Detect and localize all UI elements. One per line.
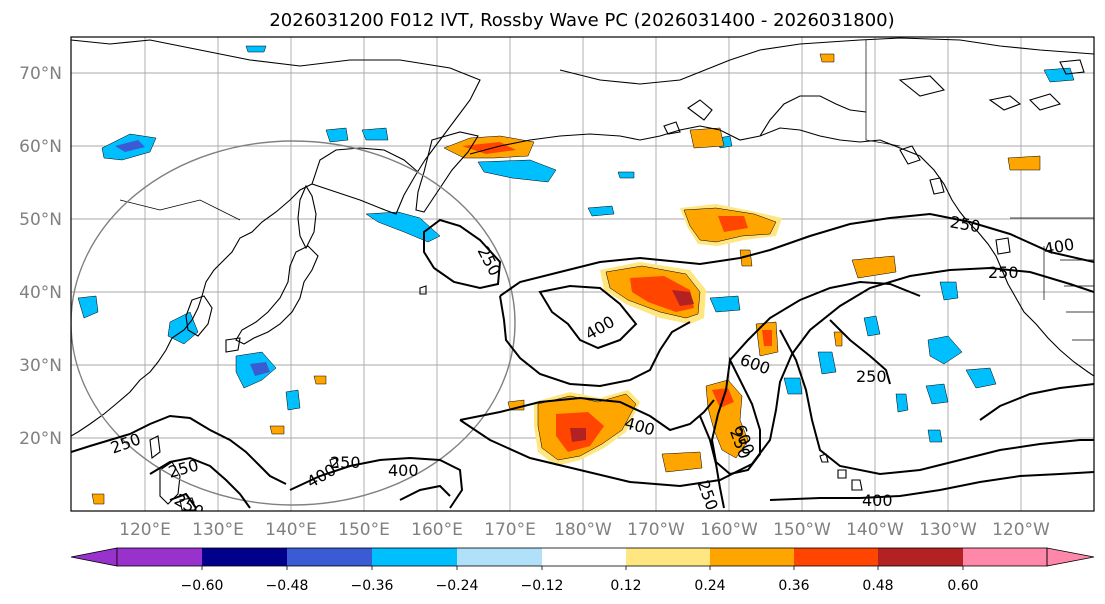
colorbar-tick-label: 0.12: [610, 578, 641, 594]
colorbar-lower-extend: [70, 547, 118, 567]
lon-label: 150°E: [338, 520, 390, 540]
lon-label: 170°E: [484, 520, 536, 540]
colorbar-segment: [626, 548, 710, 566]
contour-label: 250: [856, 367, 887, 386]
contour-label: 400: [862, 491, 893, 510]
lon-label: 160°E: [411, 520, 463, 540]
colorbar-segment: [457, 548, 542, 566]
contour-label-group: 250 400 600 250 250 400 250 250 400 250 …: [108, 212, 1076, 511]
lon-label: 120°W: [992, 520, 1050, 540]
latitude-labels: 70°N 60°N 50°N 40°N 30°N 20°N: [19, 64, 62, 449]
colorbar-segment: [542, 548, 626, 566]
contour-label: 250: [988, 263, 1019, 282]
lon-label: 150°W: [773, 520, 831, 540]
colorbar-tick-label: 0.24: [694, 578, 725, 594]
colorbar: −0.60 −0.48 −0.36 −0.24 −0.12 0.12 0.24 …: [70, 547, 1095, 594]
lat-label: 40°N: [19, 283, 62, 303]
colorbar-tick-label: 0.48: [862, 578, 893, 594]
region-ellipse: [71, 140, 516, 506]
colorbar-tick-label: 0.36: [778, 578, 809, 594]
colorbar-segment: [794, 548, 878, 566]
lat-label: 20°N: [19, 429, 62, 449]
colorbar-tick-label: 0.60: [947, 578, 978, 594]
lat-label: 70°N: [19, 64, 62, 84]
lon-label: 120°E: [119, 520, 171, 540]
colorbar-segment: [287, 548, 372, 566]
lat-label: 60°N: [19, 137, 62, 157]
lat-label: 30°N: [19, 356, 62, 376]
contour-label: 400: [388, 461, 419, 480]
lon-label: 140°E: [265, 520, 317, 540]
negative-ivt-anomalies: [77, 45, 1075, 443]
lon-label: 160°W: [700, 520, 758, 540]
colorbar-tick-label: −0.48: [266, 578, 309, 594]
colorbar-tick-label: −0.36: [351, 578, 394, 594]
lon-label: 180°W: [554, 520, 612, 540]
colorbar-segment: [878, 548, 963, 566]
lat-label: 50°N: [19, 210, 62, 230]
colorbar-tick-label: −0.12: [521, 578, 564, 594]
political-borders: [119, 40, 1094, 341]
coastlines: [71, 37, 1094, 511]
colorbar-tick-label: −0.24: [436, 578, 479, 594]
lon-label: 140°W: [846, 520, 904, 540]
map-panel: 250 400 600 250 250 400 250 250 400 250 …: [70, 36, 1095, 512]
ivt-contours: [71, 212, 1094, 509]
colorbar-tick-label: −0.60: [181, 578, 224, 594]
longitude-labels: 120°E 130°E 140°E 150°E 160°E 170°E 180°…: [119, 520, 1050, 540]
lon-label: 170°W: [627, 520, 685, 540]
colorbar-segment: [963, 548, 1047, 566]
lon-label: 130°W: [919, 520, 977, 540]
map-title: 2026031200 F012 IVT, Rossby Wave PC (202…: [269, 10, 894, 31]
colorbar-segment: [710, 548, 794, 566]
contour-label: 250: [330, 453, 361, 472]
colorbar-upper-extend: [1046, 547, 1095, 567]
gridlines: [71, 37, 1094, 511]
colorbar-segment: [372, 548, 457, 566]
colorbar-segment: [117, 548, 202, 566]
colorbar-segment: [202, 548, 287, 566]
lon-label: 130°E: [192, 520, 244, 540]
